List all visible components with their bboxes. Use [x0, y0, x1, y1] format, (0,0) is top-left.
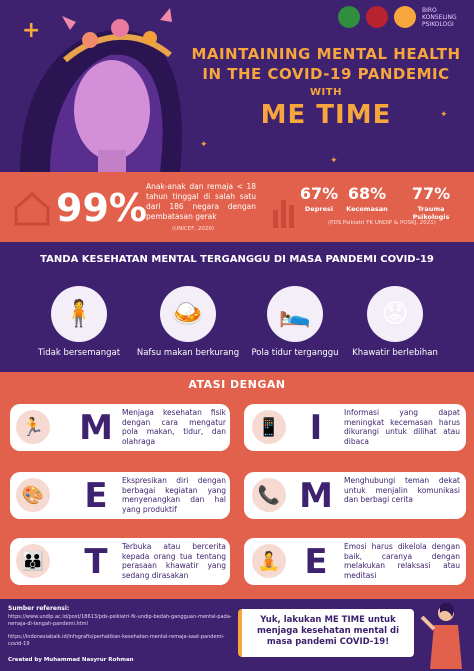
news-phone-icon: 📱 [252, 410, 286, 444]
stat-value: 68% [347, 184, 387, 203]
atasi-section: ATASI DENGAN 🏃 M Menjaga kesehatan fisik… [0, 372, 474, 599]
tip-text: Emosi harus dikelola dengan baik, carany… [344, 542, 460, 580]
stats-band: 99% Anak-anak dan remaja < 18 tahun ting… [0, 172, 474, 242]
sign-label: Pola tidur terganggu [251, 348, 339, 358]
star-icon: ✦ [200, 140, 208, 150]
title-line-2: IN THE COVID-19 PANDEMIC [202, 65, 450, 83]
tip-card-i: 📱 I Informasi yang dapat meningkat kecem… [244, 404, 466, 451]
food-plate-icon: 🍛 [160, 286, 216, 342]
title-with: WITH [310, 87, 342, 98]
stat-value: 77% [411, 184, 451, 203]
running-icon: 🏃 [16, 410, 50, 444]
sleepless-icon: 🛌 [267, 286, 323, 342]
stat-trauma: 77% Trauma Psikologis [398, 184, 464, 221]
family-icon: 👪 [16, 544, 50, 578]
sign-label: Khawatir berlebihan [352, 348, 438, 358]
plus-decoration-icon: + [22, 18, 41, 43]
atasi-title: ATASI DENGAN [188, 378, 286, 391]
video-call-icon: 📞 [252, 478, 286, 512]
logo-text: BIRO KONSELING PSIKOLOGI [422, 6, 457, 28]
tip-text: Menghubungi teman dekat untuk menjalin k… [344, 476, 460, 504]
stat-label: Depresi [304, 205, 334, 213]
tip-letter: I [309, 408, 323, 448]
tip-text: Ekspresikan diri dengan berbagai kegiata… [122, 476, 226, 514]
tip-letter: E [304, 542, 328, 582]
stat-big-value: 99% [56, 186, 147, 230]
tired-person-icon: 🧍 [51, 286, 107, 342]
institution-logo-icon [338, 6, 360, 28]
sign-item: 😟 Khawatir berlebihan [340, 286, 450, 358]
painting-icon: 🎨 [16, 478, 50, 512]
call-to-action: Yuk, lakukan ME TIME untuk menjaga keseh… [238, 609, 414, 657]
page-title: MAINTAINING MENTAL HEALTH IN THE COVID-1… [186, 44, 466, 130]
tip-card-m: 🏃 M Menjaga kesehatan fisik dengan cara … [10, 404, 230, 451]
tip-text: Terbuka atau bercerita kepada orang tua … [122, 542, 226, 580]
stat-source-unicef: (UNICEF, 2020) [172, 226, 215, 232]
signs-section: TANDA KESEHATAN MENTAL TERGANGGU DI MASA… [0, 242, 474, 372]
title-me-time: ME TIME [260, 100, 392, 130]
bar-chart-icon [273, 200, 294, 228]
sign-item: 🧍 Tidak bersemangat [24, 286, 134, 358]
logos: BIRO KONSELING PSIKOLOGI [338, 6, 466, 28]
stat-description: Anak-anak dan remaja < 18 tahun tinggal … [146, 182, 256, 221]
house-icon [14, 192, 50, 226]
reference-link[interactable]: https://indonesiabaik.id/infografis/perh… [8, 634, 225, 647]
sign-item: 🍛 Nafsu makan berkurang [128, 286, 248, 358]
worried-person-icon: 😟 [367, 286, 423, 342]
sign-item: 🛌 Pola tidur terganggu [240, 286, 350, 358]
title-line-1: MAINTAINING MENTAL HEALTH [191, 45, 461, 63]
woman-pointing-icon [420, 602, 462, 669]
signs-title: TANDA KESEHATAN MENTAL TERGANGGU DI MASA… [40, 254, 434, 265]
tip-letter: E [84, 476, 108, 516]
references-heading: Sumber referensi: [8, 605, 70, 612]
tip-card-t: 👪 T Terbuka atau bercerita kepada orang … [10, 538, 230, 585]
sign-label: Nafsu makan berkurang [136, 348, 240, 358]
tip-letter: T [84, 542, 108, 582]
tip-card-e2: 🧘 E Emosi harus dikelola dengan baik, ca… [244, 538, 466, 585]
header-section: + ✦ ✦ ✦ BIRO KONSELING PSIKOLOGI MAINTAI… [0, 0, 474, 172]
sign-label: Tidak bersemangat [37, 348, 121, 358]
stat-value: 67% [299, 184, 339, 203]
stat-label: Trauma Psikologis [412, 205, 450, 221]
meditation-icon: 🧘 [252, 544, 286, 578]
woman-illustration [20, 8, 182, 172]
tip-letter: M [299, 476, 333, 516]
stat-source-undip: (PDS Psikiatri FK UNDIP & POSKJ, 2021) [328, 220, 436, 226]
tip-card-e: 🎨 E Ekspresikan diri dengan berbagai keg… [10, 472, 230, 519]
footer-section: Sumber referensi: https://www.undip.ac.i… [0, 599, 474, 671]
tip-letter: M [79, 408, 113, 448]
star-icon: ✦ [330, 156, 338, 166]
university-logo-icon [366, 6, 388, 28]
stat-depresi: 67% Depresi [296, 184, 342, 213]
bkp-logo-icon [394, 6, 416, 28]
credits: Created by Muhammad Nasyrur Rohman [8, 657, 134, 663]
tip-text: Menjaga kesehatan fisik dengan cara meng… [122, 408, 226, 446]
tip-text: Informasi yang dapat meningkat kecemasan… [344, 408, 460, 446]
stat-kecemasan: 68% Kecemasan [340, 184, 394, 213]
stat-label: Kecemasan [346, 205, 388, 213]
tip-card-m2: 📞 M Menghubungi teman dekat untuk menjal… [244, 472, 466, 519]
reference-link[interactable]: https://www.undip.ac.id/post/18613/pds-p… [8, 614, 232, 627]
star-icon: ✦ [440, 110, 448, 120]
